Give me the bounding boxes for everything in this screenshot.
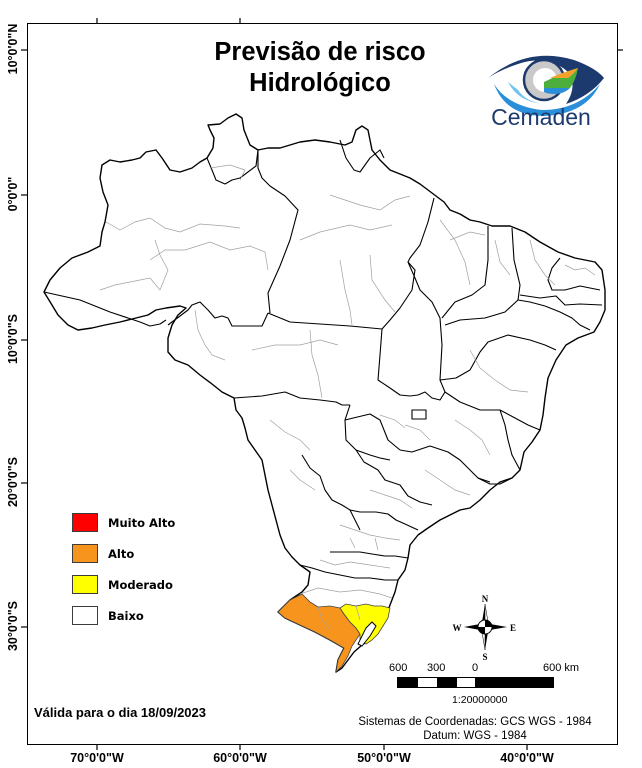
axis-ticks [21,18,623,750]
compass-rose-icon: N S W E [453,594,517,662]
title-line-1: Previsão de risco [214,38,426,66]
map-frame [27,23,618,745]
lon-label-50w: 50°0'0"W [357,751,411,765]
legend-label: Moderado [108,577,173,592]
lat-label-10s: 10°0'0"S [6,313,20,365]
legend-item-alto: Alto [72,538,175,569]
legend-item-moderado: Moderado [72,569,175,600]
state-borders [43,139,603,581]
lat-label-0: 0°0'0" [6,176,20,212]
compass-s: S [482,652,487,662]
compass-w: W [453,623,462,633]
lon-label-70w: 70°0'0"W [70,751,124,765]
legend-label: Muito Alto [108,515,176,530]
legend-swatch-alto [72,544,98,563]
lat-label-20s: 20°0'0"S [6,456,20,508]
lat-label-30s: 30°0'0"S [6,600,20,652]
risk-region-alto [277,593,361,674]
lon-label-40w: 40°0'0"W [500,751,554,765]
compass-n: N [482,594,489,604]
crs-line-2: Datum: WGS - 1984 [423,730,527,742]
scale-label-600-left: 600 [389,662,408,674]
legend-item-muito-alto: Muito Alto [72,507,175,538]
legend: Muito Alto Alto Moderado Baixo [72,507,175,631]
risk-region-moderado [339,603,391,645]
map-title: Previsão de risco Hidrológico [170,37,470,99]
coordinate-system-note: Sistemas de Coordenadas: GCS WGS - 1984 … [340,715,610,743]
brazil-outline [43,113,606,673]
cemaden-logo-text: Cemaden [491,104,591,130]
scale-bar [397,677,554,688]
scale-ratio: 1:20000000 [452,694,508,706]
lagoon [357,621,377,647]
scale-label-300: 300 [427,662,446,674]
brazil-map [43,113,606,674]
validity-date: Válida para o dia 18/09/2023 [34,705,206,720]
legend-label: Baixo [108,608,144,623]
legend-item-baixo: Baixo [72,600,175,631]
lat-label-10n: 10°0'0"N [6,23,20,75]
legend-swatch-moderado [72,575,98,594]
cemaden-logo-icon [488,55,604,116]
scale-label-600-km: 600 km [543,662,580,674]
mesoregion-borders [99,164,596,631]
crs-line-1: Sistemas de Coordenadas: GCS WGS - 1984 [358,716,592,728]
legend-swatch-muito-alto [72,513,98,532]
scale-label-0: 0 [472,662,479,674]
compass-e: E [510,623,516,633]
lon-label-60w: 60°0'0"W [213,751,267,765]
title-line-2: Hidrológico [249,69,391,97]
legend-swatch-baixo [72,606,98,625]
legend-label: Alto [108,546,135,561]
